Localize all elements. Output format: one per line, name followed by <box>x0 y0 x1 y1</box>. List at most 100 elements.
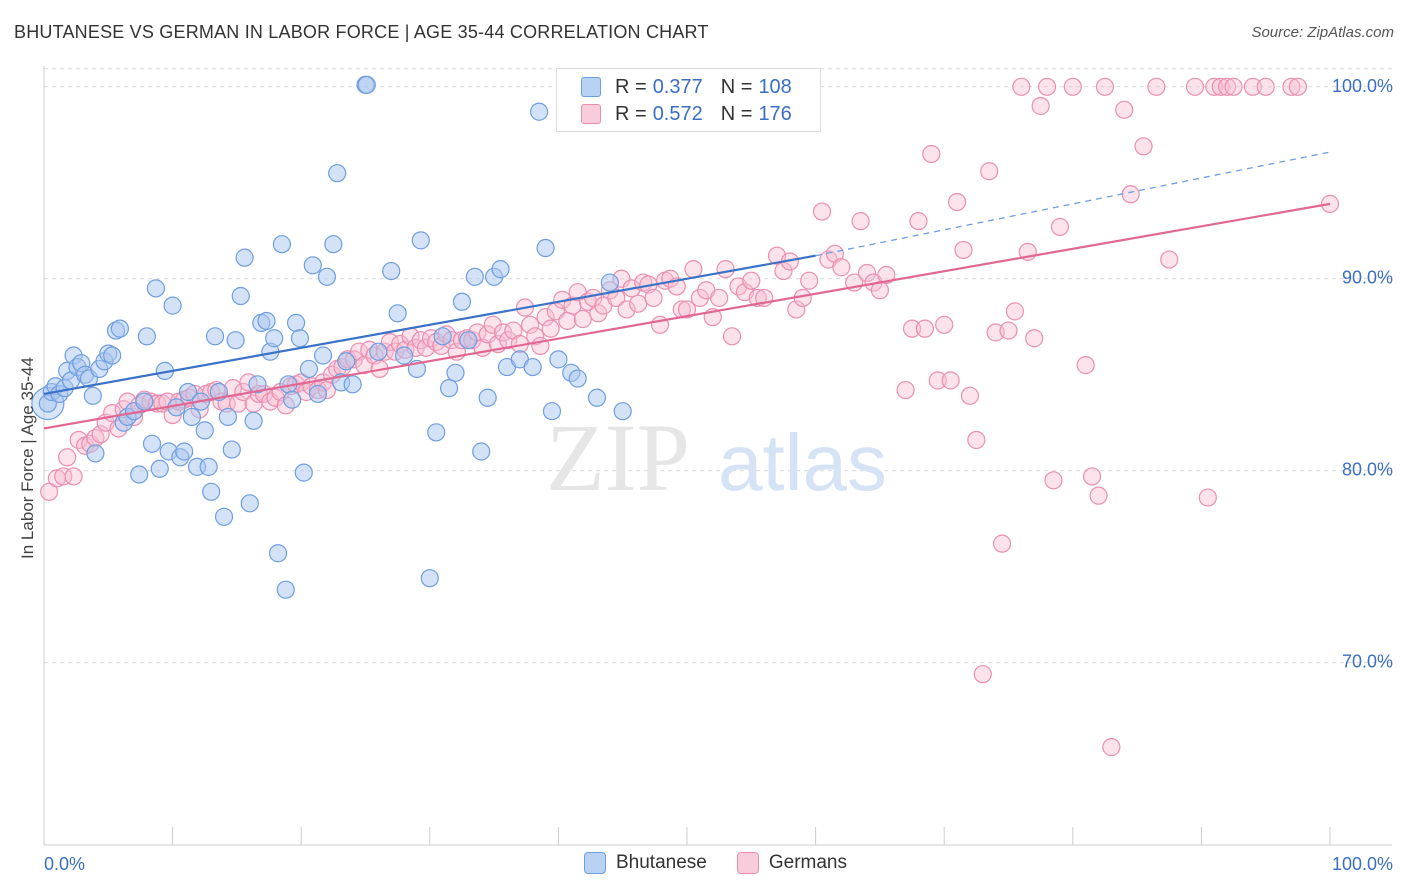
germans-point <box>1063 77 1082 96</box>
bhutanese-point <box>146 279 165 298</box>
bhutanese-point <box>276 580 295 599</box>
germans-point <box>1102 738 1121 757</box>
bhutanese-point <box>199 457 218 476</box>
germans-point <box>1037 77 1057 96</box>
bhutanese-point <box>382 261 401 281</box>
germans-point <box>607 288 626 308</box>
germans-point <box>928 371 947 390</box>
watermark-zip: ZIP <box>546 404 690 511</box>
trend-lines <box>43 151 1331 430</box>
germans-trend-line <box>43 202 1331 430</box>
bhutanese-point <box>110 319 129 338</box>
bhutanese-point <box>452 292 472 311</box>
bhutanese-point <box>272 235 292 254</box>
germans-point <box>1076 356 1095 375</box>
legend-n-value: 176 <box>758 102 792 125</box>
germans-point <box>54 467 73 486</box>
germans-point <box>1050 217 1070 237</box>
germans-point <box>1115 100 1134 119</box>
germans-point <box>617 300 636 319</box>
germans-point <box>967 430 986 450</box>
germans-point <box>915 319 935 338</box>
legend-swatch-pink <box>736 852 759 874</box>
germans-point <box>722 327 742 346</box>
bhutanese-point <box>433 327 452 346</box>
legend-n-value: 108 <box>758 75 792 98</box>
bhutanese-point <box>337 352 356 371</box>
germans-point <box>710 288 729 308</box>
bhutanese-point <box>86 444 105 463</box>
germans-point <box>91 425 110 444</box>
bhutanese-point <box>439 379 459 398</box>
bhutanese-point <box>175 442 194 461</box>
germans-point <box>1005 302 1025 321</box>
germans-point <box>832 258 851 277</box>
legend-swatch-pink <box>581 104 601 124</box>
bhutanese-point <box>150 459 169 478</box>
legend-swatch-blue <box>581 77 601 97</box>
germans-point <box>677 300 697 319</box>
germans-point <box>684 260 703 279</box>
legend-label-bhutanese: Bhutanese <box>616 852 707 873</box>
legend-item-germans: Germans <box>736 852 847 874</box>
bhutanese-point <box>294 463 313 482</box>
germans-point <box>960 386 980 405</box>
germans-point <box>526 327 545 346</box>
germans-point <box>902 319 922 338</box>
germans-point <box>1025 329 1044 348</box>
germans-point <box>1224 77 1243 96</box>
bhutanese-point <box>218 407 237 427</box>
germans-point <box>541 319 560 338</box>
germans-point <box>1147 77 1166 96</box>
legend-r-value: 0.572 <box>652 102 703 125</box>
bhutanese-trend-extension <box>815 151 1331 257</box>
bhutanese-point <box>290 329 310 348</box>
germans-point <box>857 263 877 283</box>
axis-layer <box>43 66 1392 846</box>
germans-point <box>1031 96 1050 116</box>
germans-point <box>573 309 592 329</box>
bhutanese-point <box>613 402 632 421</box>
germans-point <box>935 315 954 334</box>
bhutanese-point <box>446 363 465 382</box>
germans-point <box>1082 467 1102 486</box>
bhutanese-point <box>478 388 497 407</box>
bhutanese-point <box>549 350 568 369</box>
germans-point <box>1185 77 1205 96</box>
germans-point <box>742 271 761 290</box>
bhutanese-point <box>257 311 276 331</box>
bhutanese-point <box>83 386 102 405</box>
germans-point <box>992 534 1012 553</box>
bhutanese-point <box>369 342 388 361</box>
legend-r-label: R = <box>615 75 647 98</box>
watermark-atlas: atlas <box>718 418 887 507</box>
bhutanese-point <box>324 235 343 254</box>
bhutanese-point <box>130 465 149 484</box>
bhutanese-point <box>357 75 376 94</box>
bhutanese-point <box>205 327 225 346</box>
legend-r-value: 0.377 <box>652 75 703 98</box>
legend-n-label: N = <box>720 75 753 98</box>
bhutanese-point <box>388 304 407 323</box>
bhutanese-point <box>226 331 245 350</box>
bhutanese-point <box>103 346 122 365</box>
legend-swatch-blue <box>584 852 606 874</box>
bhutanese-point <box>465 267 484 286</box>
bhutanese-point <box>317 267 337 286</box>
chart-title: BHUTANESE VS GERMAN IN LABOR FORCE | AGE… <box>14 22 709 42</box>
germans-point <box>941 371 960 390</box>
germans-point <box>1198 488 1217 507</box>
germans-point <box>973 665 992 684</box>
stats-legend: R = 0.377 N = 108 R = 0.572 N = 176 <box>556 68 821 132</box>
germans-point <box>787 300 806 319</box>
bhutanese-point <box>472 442 491 461</box>
bhutanese-point <box>231 286 250 306</box>
bhutanese-point <box>303 256 322 275</box>
germans-point <box>1243 77 1262 96</box>
tick-labels: 70.0% 80.0% 90.0% 100.0% 0.0% 100.0% <box>44 76 1393 874</box>
bhutanese-point <box>568 369 587 388</box>
bhutanese-point <box>137 327 156 346</box>
bhutanese-point <box>459 331 478 350</box>
bhutanese-point <box>268 544 288 563</box>
